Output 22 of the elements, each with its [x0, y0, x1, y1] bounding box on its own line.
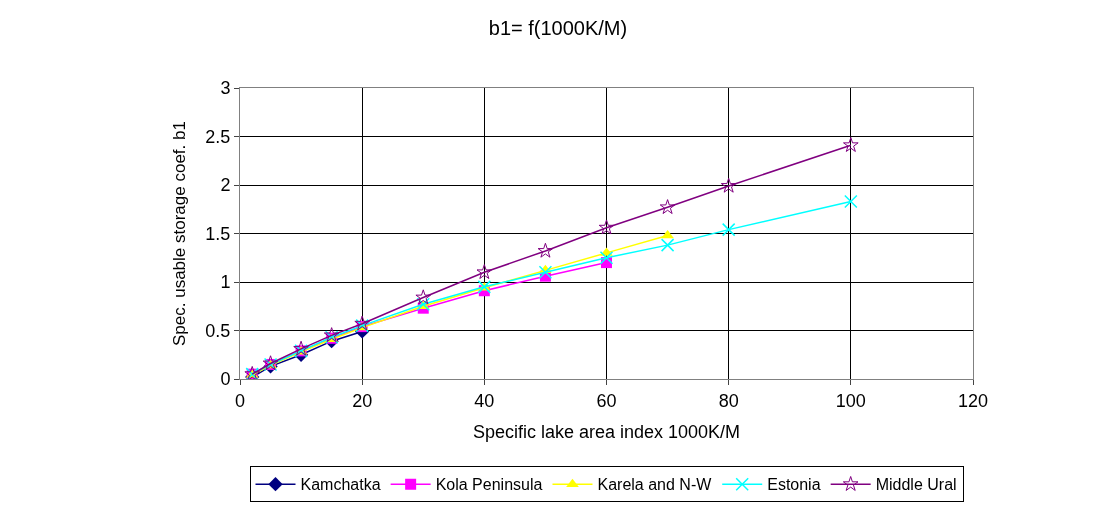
x-axis-title: Specific lake area index 1000K/M	[472, 421, 741, 442]
y-tick-label: 2.5	[205, 126, 231, 147]
y-tick-label: 2	[220, 175, 231, 196]
y-tick-label: 1.5	[205, 223, 231, 244]
y-tick-label: 0.5	[205, 320, 231, 341]
x-tick-label: 20	[352, 390, 373, 411]
x-tick-label: 60	[596, 390, 617, 411]
legend-label: Karela and N-W	[597, 476, 713, 494]
legend-label: Middle Ural	[875, 476, 957, 494]
y-tick-label: 1	[220, 272, 231, 293]
x-tick-label: 80	[718, 390, 739, 411]
x-tick-label: 100	[835, 390, 866, 411]
chart-title: b1= f(1000K/M)	[488, 16, 628, 39]
legend-label: Estonia	[767, 476, 821, 494]
x-tick-label: 120	[957, 390, 989, 411]
x-tick-label: 0	[234, 390, 246, 411]
y-axis-title: Spec. usable storage coef. b1	[169, 121, 189, 346]
y-tick-label: 3	[220, 78, 231, 99]
x-tick-label: 40	[474, 390, 495, 411]
y-tick-label: 0	[220, 369, 231, 390]
legend-label: Kamchatka	[300, 476, 381, 494]
legend-label: Kola Peninsula	[435, 476, 543, 494]
